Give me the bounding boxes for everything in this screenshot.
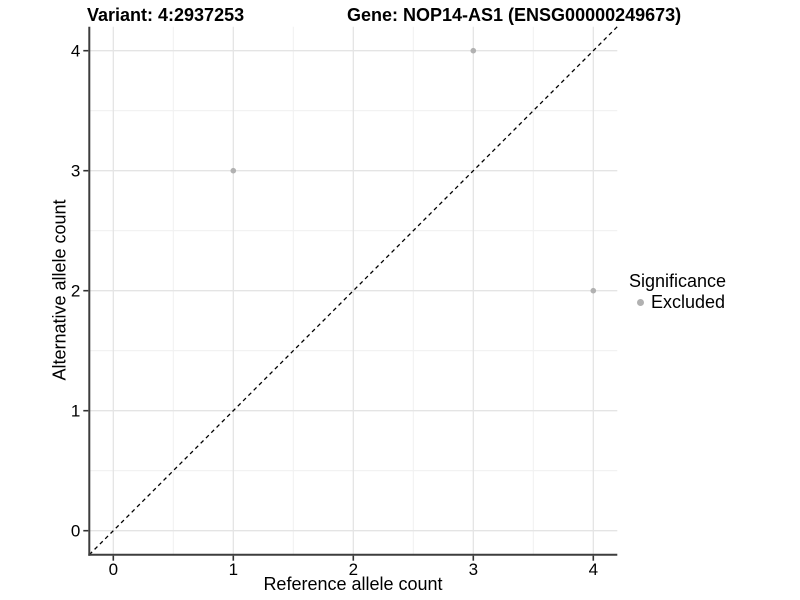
data-point bbox=[230, 167, 237, 174]
legend-title: Significance bbox=[629, 271, 727, 291]
x-tick-label: 4 bbox=[589, 560, 598, 579]
y-tick-label: 0 bbox=[71, 522, 80, 541]
y-tick-label: 4 bbox=[71, 42, 80, 61]
excluded-point-icon bbox=[637, 298, 644, 306]
y-tick-label: 3 bbox=[71, 162, 80, 181]
variant-title: Variant: 4:2937253 bbox=[87, 5, 245, 25]
y-tick-label: 1 bbox=[71, 402, 80, 421]
x-tick-label: 3 bbox=[469, 560, 478, 579]
legend-item-label: Excluded bbox=[651, 292, 726, 312]
legend: Significance Excluded bbox=[629, 271, 726, 311]
x-tick-label: 1 bbox=[229, 560, 238, 579]
x-axis-title: Reference allele count bbox=[263, 574, 443, 594]
data-point bbox=[590, 287, 597, 294]
y-axis-title: Alternative allele count bbox=[49, 199, 70, 381]
data-point bbox=[470, 47, 477, 54]
x-tick-label: 2 bbox=[349, 560, 358, 579]
y-tick-label: 2 bbox=[71, 282, 80, 301]
gene-title: Gene: NOP14-AS1 (ENSG00000249673) bbox=[347, 5, 682, 25]
legend-item: Excluded bbox=[629, 293, 726, 311]
x-tick-label: 0 bbox=[109, 560, 118, 579]
